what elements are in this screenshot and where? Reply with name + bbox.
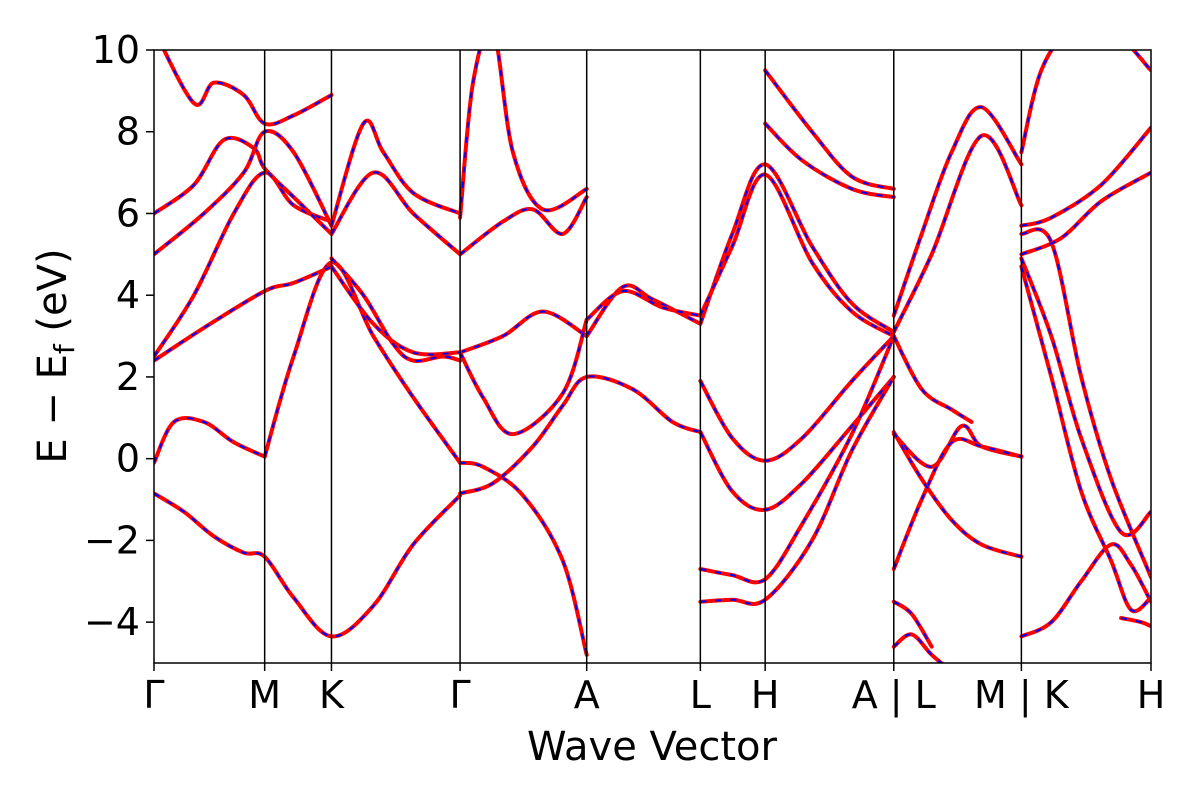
band-10 (584, 289, 703, 322)
band-38-overlay (1021, 171, 1151, 256)
band-19 (154, 135, 334, 236)
band-26-overlay (892, 106, 1023, 316)
band-22-overlay (330, 119, 461, 226)
y-tick-label-7: −4 (84, 600, 140, 644)
band-1-overlay (154, 417, 266, 464)
band-27 (891, 133, 1024, 334)
y-axis-title: E − Ef (eV) (30, 248, 81, 463)
y-axis-title-subscript: f (48, 343, 81, 354)
x-tick-label-9: H (1137, 673, 1166, 717)
x-tick-label-5: L (690, 673, 711, 717)
y-tick-label-6: −2 (84, 518, 140, 562)
band-0 (154, 491, 463, 639)
band-42 (763, 121, 896, 200)
band-1 (154, 416, 267, 465)
y-axis: 10 8 6 4 2 0 −2 −4 (84, 28, 154, 644)
band-3 (458, 460, 589, 657)
y-tick-label-2: 6 (116, 191, 140, 235)
band-30-overlay (892, 437, 1022, 570)
band-3-overlay (459, 461, 588, 656)
band-4-overlay (459, 375, 701, 495)
band-27-overlay (892, 134, 1023, 333)
band-14-overlay (699, 173, 895, 337)
band-6-overlay (700, 335, 895, 584)
band-37 (1019, 227, 1151, 580)
band-26 (891, 105, 1024, 318)
y-tick-label-0: 10 (92, 28, 140, 72)
band-28 (891, 334, 974, 424)
band-20 (154, 128, 334, 257)
band-24 (458, 50, 589, 220)
band-33 (891, 632, 945, 663)
band-12-overlay (459, 319, 588, 436)
band-29 (891, 423, 1024, 469)
band-19-overlay (154, 136, 333, 235)
band-28-overlay (892, 335, 973, 423)
x-tick-label-4: A (574, 673, 600, 717)
band-39 (1019, 125, 1151, 228)
band-21-overlay (330, 171, 461, 256)
kpoint-lines (263, 50, 1023, 663)
band-35 (1019, 264, 1151, 614)
band-15 (154, 170, 334, 359)
band-31-overlay (892, 431, 1022, 558)
band-23 (458, 195, 589, 257)
band-24-overlay (459, 50, 588, 218)
bands-layer (154, 50, 1151, 663)
band-41-overlay (1120, 617, 1151, 628)
x-tick-label-8: M | K (974, 673, 1070, 718)
band-11-overlay (459, 310, 588, 354)
band-36 (1019, 256, 1151, 537)
x-tick-label-3: Γ (449, 673, 470, 717)
x-tick-label-0: Γ (143, 673, 164, 717)
y-axis-title-main: E − E (30, 354, 76, 464)
band-18-overlay (330, 257, 461, 362)
band-25-overlay (162, 50, 332, 126)
band-23-overlay (459, 196, 588, 256)
band-43 (763, 68, 896, 191)
band-37-overlay (1021, 228, 1151, 578)
y-axis-title-unit: (eV) (30, 248, 76, 344)
y-tick-label-4: 2 (116, 355, 140, 399)
band-34 (1019, 542, 1151, 639)
band-39-overlay (1021, 126, 1151, 227)
band-32-overlay (893, 600, 933, 648)
x-tick-label-1: M (248, 673, 281, 717)
band-12 (458, 317, 589, 437)
plot-frame (153, 49, 1152, 664)
band-33-overlay (893, 633, 943, 663)
x-tick-label-6: H (751, 673, 780, 717)
x-axis-title: Wave Vector (527, 724, 778, 770)
band-20-overlay (154, 129, 333, 256)
band-35-overlay (1020, 266, 1151, 613)
x-tick-label-7: A | L (852, 673, 936, 718)
band-8-overlay (699, 335, 895, 462)
band-21 (329, 170, 463, 257)
band-13-overlay (699, 163, 895, 333)
band-15-overlay (154, 171, 332, 358)
y-tick-label-1: 8 (116, 110, 140, 154)
band-22 (329, 118, 463, 228)
x-tick-label-2: K (319, 673, 345, 717)
band-0-overlay (154, 492, 461, 638)
y-tick-label-3: 4 (116, 273, 140, 317)
y-tick-label-5: 0 (116, 437, 140, 481)
band-18 (329, 256, 463, 363)
band-6 (698, 334, 896, 585)
band-8 (698, 334, 896, 463)
band-43-overlay (764, 69, 895, 190)
band-30 (891, 436, 1024, 571)
band-40 (1019, 50, 1151, 155)
band-40-overlay (1020, 50, 1151, 153)
band-34-overlay (1020, 543, 1151, 638)
band-7-overlay (700, 376, 895, 605)
